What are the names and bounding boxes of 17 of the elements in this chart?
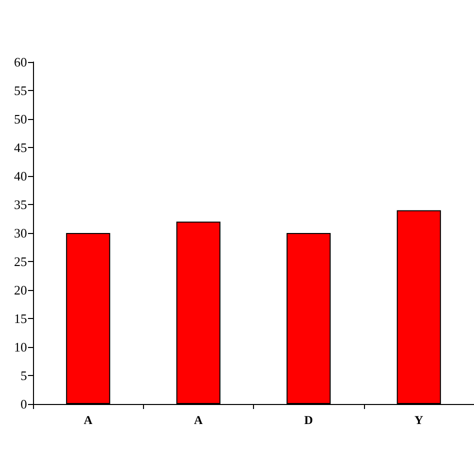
y-tick-label: 35	[14, 197, 27, 212]
x-tick-label: D	[304, 413, 314, 427]
y-tick-label: 25	[14, 254, 27, 269]
y-tick-label: 60	[14, 54, 27, 70]
y-tick-label: 0	[20, 396, 27, 412]
x-tick-label: A	[84, 413, 93, 427]
y-tick-label: 40	[14, 168, 27, 184]
y-tick-label: 50	[14, 112, 27, 126]
x-tick-label: Y	[414, 413, 424, 427]
y-tick-label: 15	[14, 311, 27, 326]
y-tick-label: 5	[20, 368, 27, 383]
y-tick-label: 55	[14, 83, 27, 98]
y-tick-label: 45	[14, 140, 27, 155]
y-tick-label: 30	[14, 226, 27, 240]
y-tick-label: 10	[14, 340, 27, 354]
x-tick-label: A	[194, 413, 204, 427]
y-tick-label: 20	[14, 282, 27, 298]
